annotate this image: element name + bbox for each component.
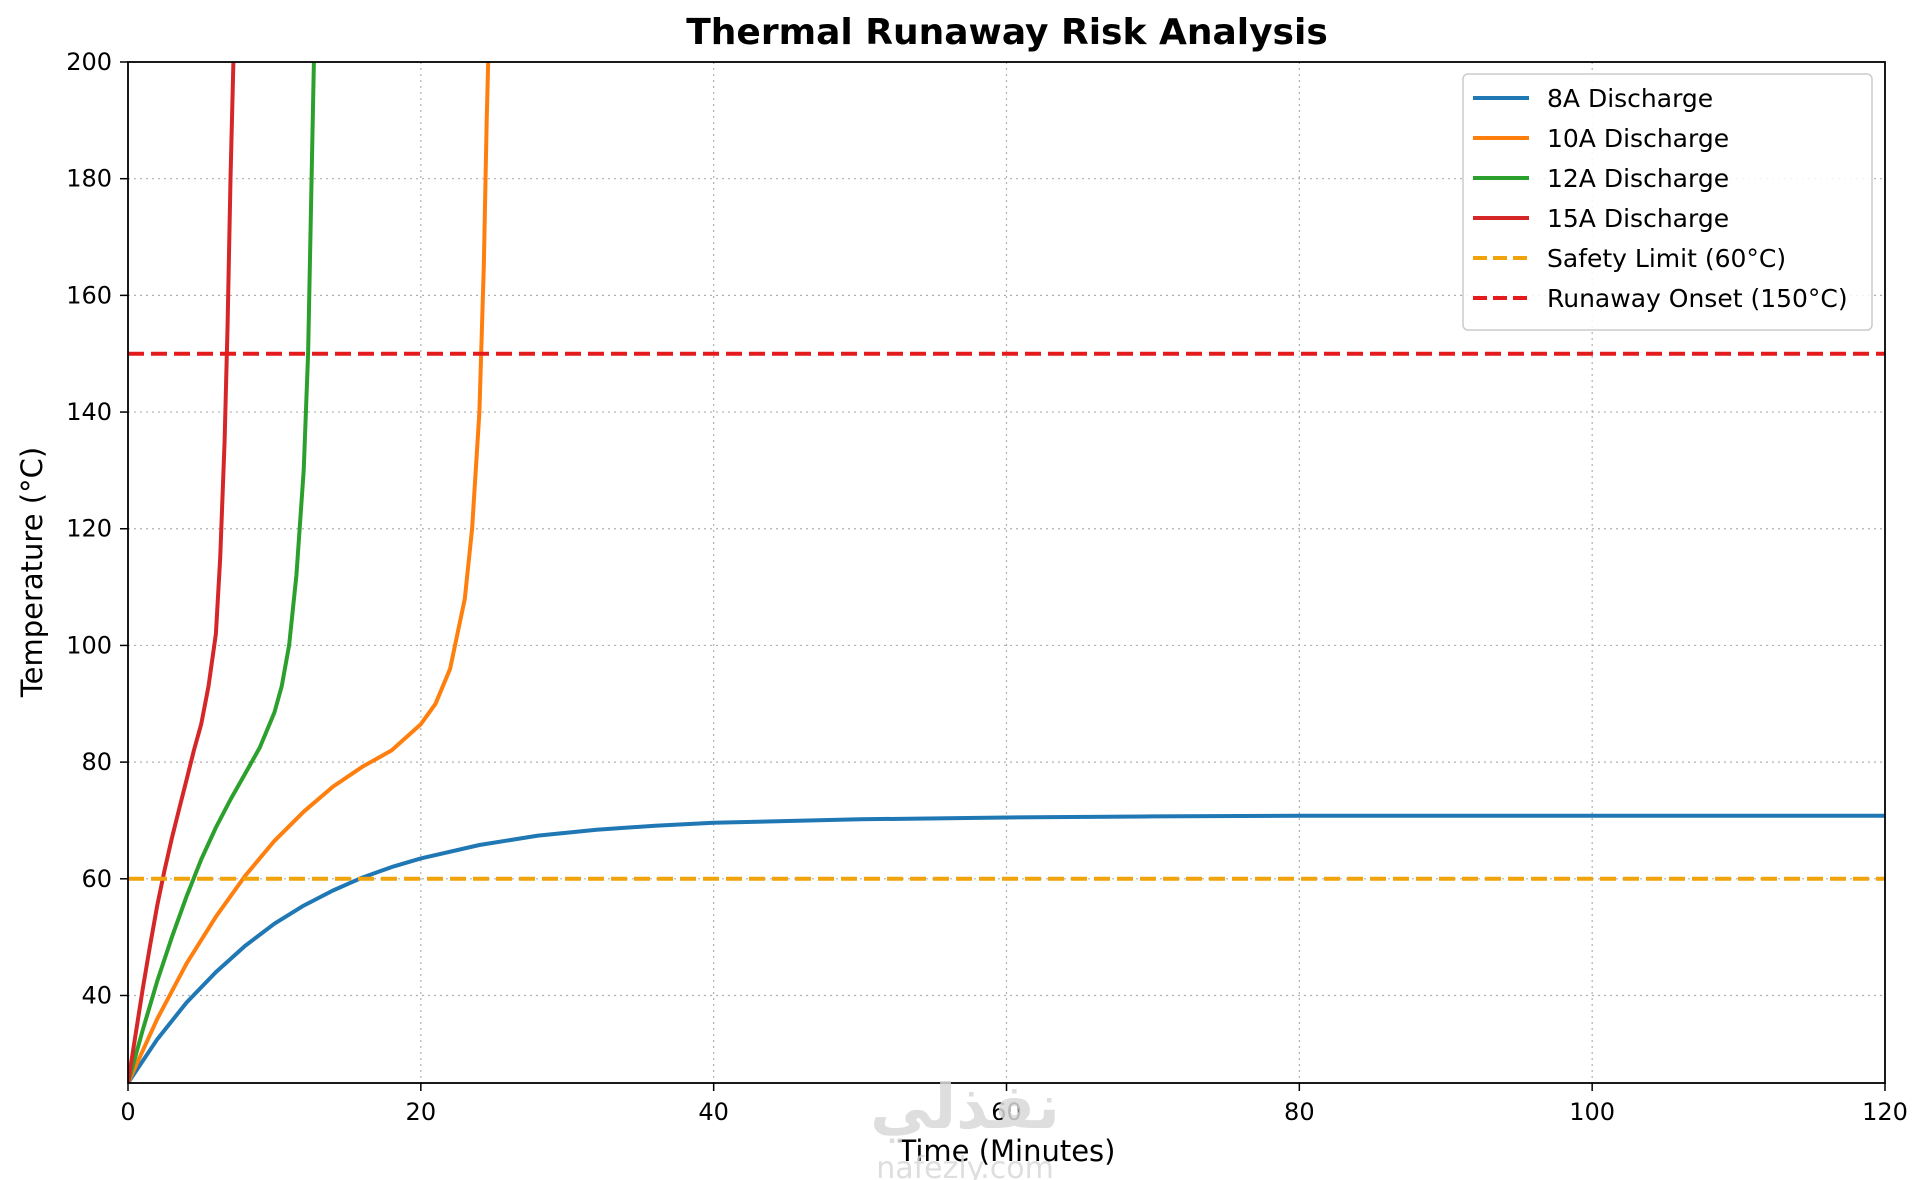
- y-tick-label: 120: [66, 515, 112, 543]
- legend-label: Safety Limit (60°C): [1547, 244, 1786, 273]
- y-tick-label: 180: [66, 165, 112, 193]
- x-axis-label: Time (Minutes): [898, 1134, 1116, 1168]
- watermark: نفذلي nafezly.com: [870, 1070, 1060, 1180]
- legend-label: Runaway Onset (150°C): [1547, 284, 1848, 313]
- series-line-10a-discharge: [128, 62, 491, 1083]
- y-axis-label: Temperature (°C): [15, 447, 49, 698]
- y-tick-label: 80: [81, 748, 112, 776]
- x-tick-label: 0: [120, 1098, 135, 1126]
- y-tick-label: 40: [81, 981, 112, 1009]
- legend-box: [1462, 73, 1873, 331]
- x-tick-label: 40: [698, 1098, 729, 1126]
- legend-label: 12A Discharge: [1547, 164, 1729, 193]
- axis-ticks: 0 20 40 60 80 100 120 40 60 80 100 120 140 160 180 200: [66, 48, 1908, 1126]
- series-line-15a-discharge: [128, 62, 236, 1083]
- series-line-12a-discharge: [128, 62, 316, 1083]
- x-tick-label: 60: [991, 1098, 1022, 1126]
- y-tick-label: 100: [66, 631, 112, 659]
- x-tick-label: 20: [406, 1098, 437, 1126]
- legend-label: 8A Discharge: [1547, 84, 1713, 113]
- x-tick-label: 80: [1284, 1098, 1315, 1126]
- legend-label: 15A Discharge: [1547, 204, 1729, 233]
- legend-label: 10A Discharge: [1547, 124, 1729, 153]
- watermark-url: nafezly.com: [876, 1151, 1054, 1180]
- x-tick-label: 100: [1569, 1098, 1615, 1126]
- series-lines: [128, 62, 1885, 1083]
- y-tick-label: 140: [66, 398, 112, 426]
- series-line-8a-discharge: [128, 813, 1885, 1083]
- y-tick-label: 160: [66, 281, 112, 309]
- y-tick-label: 200: [66, 48, 112, 76]
- watermark-logo-text: نفذلي: [870, 1070, 1060, 1143]
- chart-title: Thermal Runaway Risk Analysis: [686, 12, 1328, 53]
- x-tick-label: 120: [1862, 1098, 1908, 1126]
- legend: 8A Discharge 10A Discharge 12A Discharge 15…: [1462, 73, 1873, 331]
- y-tick-label: 60: [81, 865, 112, 893]
